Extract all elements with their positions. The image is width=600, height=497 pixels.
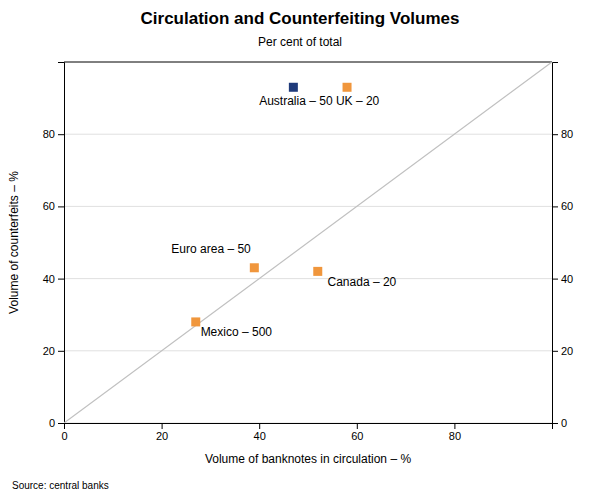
tick-mark bbox=[454, 423, 455, 429]
tick: 80 bbox=[449, 423, 461, 442]
title: Circulation and Counterfeiting Volumes bbox=[141, 9, 460, 28]
tick-label: 40 bbox=[43, 273, 55, 285]
point bbox=[313, 267, 322, 276]
tick-mark bbox=[552, 206, 558, 207]
tick: 0 bbox=[49, 417, 64, 429]
grid-line bbox=[64, 134, 552, 135]
marks bbox=[64, 62, 552, 423]
annotation: Euro area – 50 bbox=[171, 242, 251, 256]
y-axis-label: Volume of counterfeits – % bbox=[7, 171, 21, 314]
tick: 40 bbox=[552, 273, 573, 285]
tick: 20 bbox=[156, 423, 168, 442]
tick-label: 60 bbox=[43, 200, 55, 212]
grid-line bbox=[64, 278, 552, 279]
annotation: Mexico – 500 bbox=[201, 325, 273, 339]
frame bbox=[64, 62, 552, 63]
axis-line bbox=[553, 63, 559, 424]
point bbox=[343, 83, 352, 92]
y-axis: 0 20 40 60 80 bbox=[43, 63, 65, 430]
point bbox=[289, 83, 298, 92]
tick-label: 60 bbox=[351, 430, 363, 442]
tick-mark bbox=[552, 279, 558, 280]
tick: 40 bbox=[254, 423, 266, 442]
tick-mark bbox=[58, 279, 64, 280]
tick-label: 80 bbox=[43, 128, 55, 140]
annotations: Australia – 50 UK – 20 Euro area – 50 Cana… bbox=[171, 94, 396, 339]
grid-line bbox=[64, 206, 552, 207]
tick-mark bbox=[58, 134, 64, 135]
tick-label: 0 bbox=[561, 417, 567, 429]
tick-mark bbox=[162, 423, 163, 429]
source: Source: central banks bbox=[12, 480, 109, 491]
tick: 60 bbox=[351, 423, 363, 442]
tick-mark bbox=[552, 134, 558, 135]
tick-mark bbox=[259, 423, 260, 429]
grid-line bbox=[64, 350, 552, 351]
annotation: Australia – 50 UK – 20 bbox=[259, 94, 379, 108]
annotation: Canada – 20 bbox=[328, 275, 397, 289]
grid bbox=[64, 134, 552, 423]
tick-mark bbox=[58, 351, 64, 352]
tick: 20 bbox=[552, 345, 573, 357]
tick-label: 40 bbox=[254, 430, 266, 442]
tick-mark bbox=[58, 206, 64, 207]
tick-label: 80 bbox=[449, 430, 461, 442]
tick-label: 80 bbox=[561, 128, 573, 140]
reference-line bbox=[64, 62, 552, 423]
tick: 80 bbox=[43, 128, 64, 140]
axis-line bbox=[58, 63, 65, 424]
tick-label: 40 bbox=[561, 273, 573, 285]
tick-mark bbox=[58, 423, 64, 424]
tick: 40 bbox=[43, 273, 64, 285]
point bbox=[191, 317, 200, 326]
tick-label: 0 bbox=[49, 417, 55, 429]
tick-mark bbox=[357, 423, 358, 429]
tick: 20 bbox=[43, 345, 64, 357]
axis-line bbox=[65, 424, 553, 430]
tick: 80 bbox=[552, 128, 573, 140]
x-axis: 0 20 40 60 80 bbox=[61, 423, 552, 442]
plot: 0 20 40 60 80 0 20 40 60 80 0 20 40 60 80 Australia – 5… bbox=[43, 62, 574, 442]
tick-label: 20 bbox=[43, 345, 55, 357]
tick: 0 bbox=[552, 417, 567, 429]
chart: Circulation and Counterfeiting Volumes Pe… bbox=[0, 0, 600, 497]
tick-label: 20 bbox=[561, 345, 573, 357]
tick-label: 60 bbox=[561, 200, 573, 212]
tick-label: 0 bbox=[61, 430, 67, 442]
tick-label: 20 bbox=[156, 430, 168, 442]
x-axis-label: Volume of banknotes in circulation – % bbox=[205, 452, 411, 466]
point bbox=[250, 263, 259, 272]
subtitle: Per cent of total bbox=[258, 35, 342, 49]
tick: 60 bbox=[43, 200, 64, 212]
y2-axis: 0 20 40 60 80 bbox=[552, 63, 573, 430]
tick-mark bbox=[552, 351, 558, 352]
tick: 60 bbox=[552, 200, 573, 212]
tick-mark bbox=[552, 423, 558, 424]
tick: 0 bbox=[61, 423, 67, 442]
